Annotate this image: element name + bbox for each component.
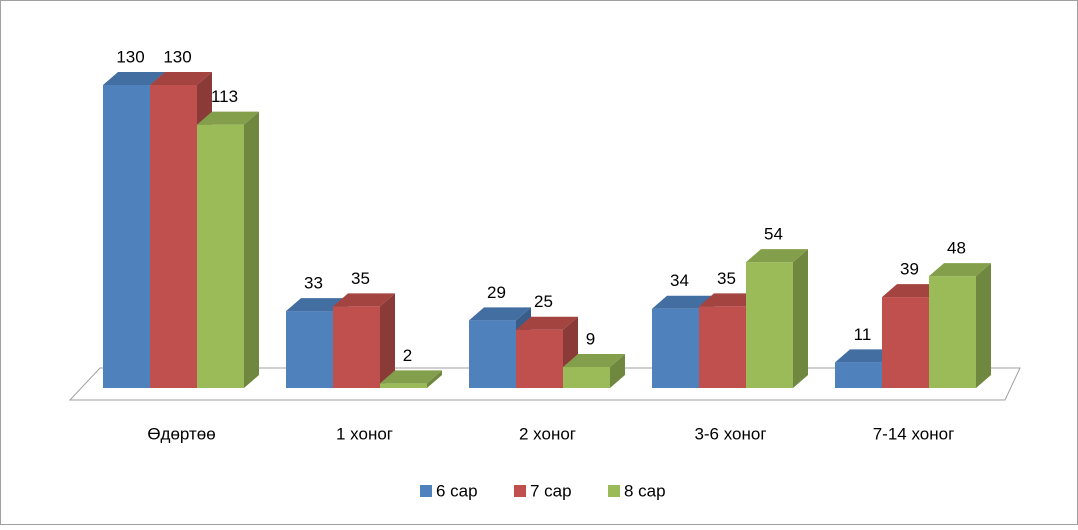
data-label: 54 bbox=[764, 225, 783, 244]
bar-top bbox=[103, 72, 165, 85]
bar-top bbox=[333, 293, 395, 307]
data-label: 130 bbox=[163, 47, 191, 66]
data-label: 34 bbox=[670, 271, 689, 290]
bar-side bbox=[427, 370, 442, 388]
bar-top bbox=[380, 370, 442, 384]
bar-top bbox=[563, 354, 625, 368]
data-label: 130 bbox=[116, 47, 144, 66]
legend-label: 8 сар bbox=[624, 481, 666, 500]
bar-front bbox=[882, 297, 929, 388]
bar bbox=[929, 263, 991, 388]
bar-top bbox=[469, 307, 531, 321]
bar-front bbox=[469, 320, 516, 388]
bar-top bbox=[197, 111, 259, 125]
bar-front bbox=[699, 306, 746, 388]
legend-label: 7 сар bbox=[530, 481, 572, 500]
bar-front bbox=[929, 276, 976, 388]
data-label: 25 bbox=[534, 292, 553, 311]
data-label: 2 bbox=[403, 346, 412, 365]
x-tick-label: 3-6 хоног bbox=[694, 424, 766, 443]
data-label: 35 bbox=[351, 269, 370, 288]
bar-top bbox=[150, 72, 212, 85]
bar-side bbox=[793, 249, 808, 388]
bar-front bbox=[103, 85, 150, 388]
data-label: 35 bbox=[717, 269, 736, 288]
bar-side bbox=[610, 354, 625, 388]
bar-top bbox=[699, 293, 761, 307]
bar-top bbox=[929, 263, 991, 277]
x-tick-label: Өдөртөө bbox=[147, 424, 215, 443]
legend-swatch bbox=[420, 485, 432, 497]
x-tick-label: 7-14 хоног bbox=[873, 424, 955, 443]
bar bbox=[563, 354, 625, 388]
bar-front bbox=[835, 362, 882, 388]
bar-front bbox=[286, 311, 333, 388]
bar-top bbox=[516, 316, 578, 330]
bar-side bbox=[244, 111, 259, 388]
bar-top bbox=[746, 249, 808, 263]
bar-front bbox=[150, 85, 197, 388]
legend-swatch bbox=[514, 485, 526, 497]
bar bbox=[333, 293, 395, 388]
bar bbox=[516, 316, 578, 388]
bar-front bbox=[516, 329, 563, 388]
bar-front bbox=[197, 124, 244, 388]
bar bbox=[380, 370, 442, 388]
data-label: 113 bbox=[211, 87, 238, 106]
bar-front bbox=[652, 308, 699, 388]
data-label: 11 bbox=[854, 325, 872, 344]
legend-label: 6 сар bbox=[436, 481, 478, 500]
bar-top bbox=[652, 295, 714, 309]
legend-swatch bbox=[608, 485, 620, 497]
data-label: 33 bbox=[304, 274, 323, 293]
x-tick-label: 1 хоног bbox=[336, 424, 393, 443]
bar-front bbox=[380, 383, 427, 388]
data-label: 29 bbox=[487, 283, 506, 302]
data-label: 48 bbox=[947, 239, 966, 258]
bar-side bbox=[976, 263, 991, 388]
bar-top bbox=[882, 284, 944, 298]
bar-front bbox=[333, 306, 380, 388]
bar bbox=[746, 249, 808, 388]
bar bbox=[197, 111, 259, 388]
bar-top bbox=[835, 349, 897, 363]
x-tick-label: 2 хоног bbox=[519, 424, 576, 443]
bar-front bbox=[563, 367, 610, 388]
bar-top bbox=[286, 298, 348, 312]
data-label: 39 bbox=[900, 260, 919, 279]
bar-front bbox=[746, 262, 793, 388]
data-label: 9 bbox=[586, 330, 595, 349]
bar-side bbox=[380, 293, 395, 388]
